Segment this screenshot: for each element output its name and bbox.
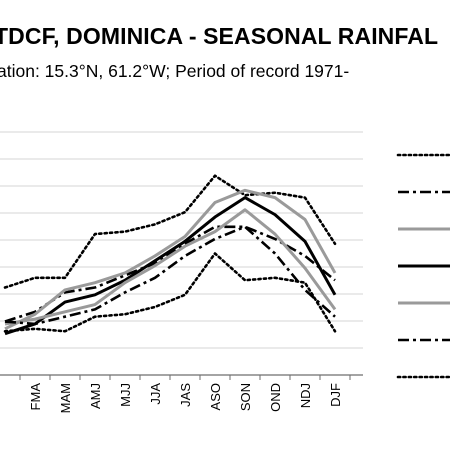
series-line-1 <box>3 174 337 289</box>
x-tick-label: JJA <box>148 383 163 405</box>
x-tick-label: ASO <box>208 383 223 410</box>
series-line-5 <box>4 208 337 326</box>
x-tick-label: DJF <box>328 383 343 407</box>
x-tick-label: NDJ <box>298 383 313 408</box>
series-line-6 <box>4 225 336 326</box>
series-line-3 <box>4 188 337 331</box>
series-line-2 <box>4 225 336 323</box>
x-tick-label: MJJ <box>118 383 133 407</box>
chart-title: TDCF, DOMINICA - SEASONAL RAINFAL <box>0 23 439 49</box>
x-tick-label: MAM <box>58 383 73 413</box>
x-tick-label: SON <box>238 383 253 411</box>
x-tick-label: FMA <box>28 383 43 411</box>
series-line-4 <box>4 196 337 336</box>
x-tick-label: OND <box>268 383 283 412</box>
chart-subtitle: ation: 15.3°N, 61.2°W; Period of record … <box>0 61 350 81</box>
x-tick-label: AMJ <box>88 383 103 409</box>
series-line-7 <box>3 252 337 333</box>
x-tick-label: JAS <box>178 383 193 407</box>
